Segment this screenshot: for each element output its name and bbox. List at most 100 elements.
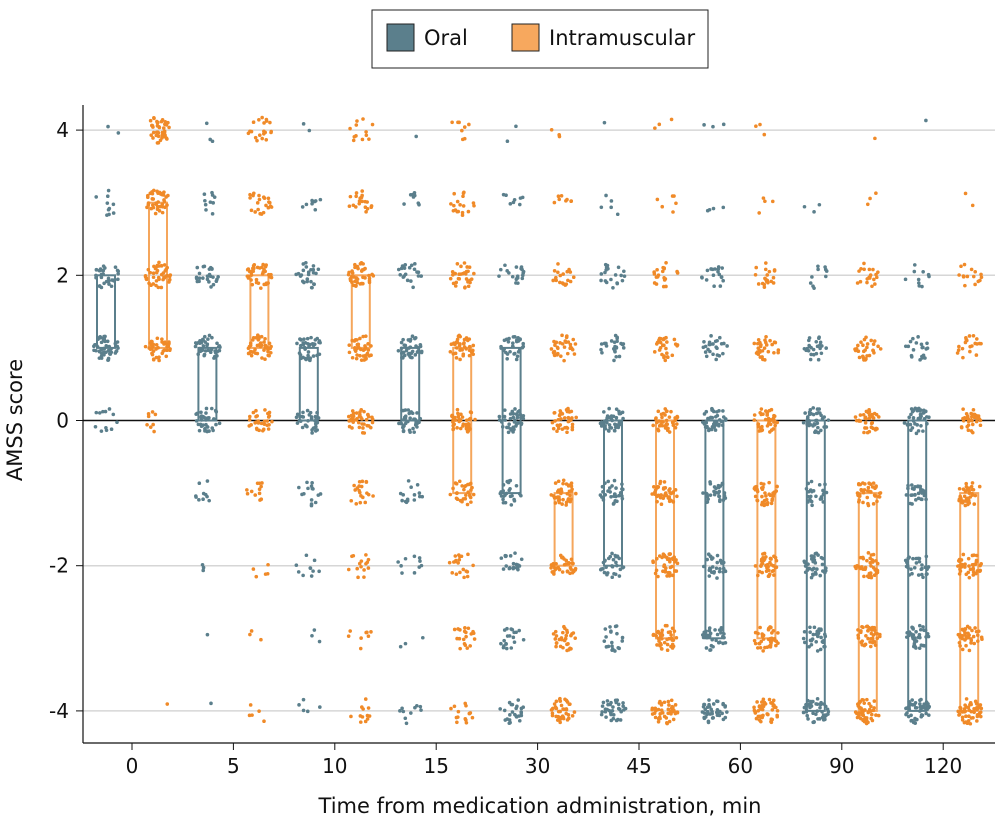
data-point-intramuscular <box>956 348 961 352</box>
data-point-oral <box>403 716 408 721</box>
data-point-oral <box>295 341 299 346</box>
data-point-oral <box>304 553 309 558</box>
data-point-intramuscular <box>669 491 673 496</box>
data-point-intramuscular <box>878 347 883 351</box>
data-point-oral <box>601 700 606 705</box>
data-point-oral <box>514 277 519 282</box>
data-point-oral <box>810 503 814 508</box>
data-point-oral <box>305 408 310 413</box>
data-point-oral <box>508 416 513 421</box>
data-point-oral <box>499 420 504 424</box>
data-point-intramuscular <box>364 417 369 422</box>
data-point-intramuscular <box>269 205 274 209</box>
data-point-oral <box>823 704 828 709</box>
data-point-intramuscular <box>771 698 776 703</box>
data-point-oral <box>704 354 709 359</box>
data-point-intramuscular <box>361 334 365 339</box>
data-point-intramuscular <box>970 422 975 427</box>
data-point-intramuscular <box>871 426 875 431</box>
data-point-intramuscular <box>665 648 670 653</box>
data-point-intramuscular <box>659 493 663 497</box>
data-point-oral <box>502 494 506 498</box>
data-point-intramuscular <box>861 556 866 561</box>
data-point-oral <box>615 499 619 504</box>
data-point-oral <box>408 337 413 342</box>
data-point-intramuscular <box>872 699 877 703</box>
data-point-oral <box>719 275 724 280</box>
data-point-oral <box>717 569 722 574</box>
data-point-oral <box>616 265 621 270</box>
data-point-intramuscular <box>864 716 869 720</box>
data-point-oral <box>708 342 713 347</box>
data-point-intramuscular <box>266 196 271 201</box>
data-point-oral <box>721 566 726 571</box>
data-point-intramuscular <box>764 569 769 573</box>
data-point-oral <box>214 422 218 427</box>
data-point-intramuscular <box>366 706 371 710</box>
data-point-oral <box>903 344 908 349</box>
data-point-oral <box>606 702 610 707</box>
data-point-intramuscular <box>569 567 573 571</box>
data-point-intramuscular <box>161 126 166 130</box>
data-point-intramuscular <box>653 126 657 130</box>
data-point-intramuscular <box>155 120 160 125</box>
data-point-intramuscular <box>763 277 768 281</box>
data-point-intramuscular <box>775 420 780 425</box>
data-point-intramuscular <box>565 642 569 647</box>
data-point-oral <box>309 498 314 502</box>
data-point-oral <box>718 499 722 504</box>
data-point-intramuscular <box>255 414 259 418</box>
data-point-intramuscular <box>864 416 868 421</box>
data-point-intramuscular <box>558 412 562 417</box>
data-point-intramuscular <box>367 354 372 358</box>
data-point-oral <box>514 715 519 719</box>
data-point-oral <box>599 205 604 210</box>
data-point-intramuscular <box>556 426 561 431</box>
data-point-oral <box>306 486 310 491</box>
data-point-oral <box>198 349 203 354</box>
data-point-oral <box>920 356 925 360</box>
data-point-intramuscular <box>254 335 258 340</box>
data-point-intramuscular <box>874 272 878 277</box>
data-point-intramuscular <box>570 416 574 420</box>
data-point-intramuscular <box>670 420 675 425</box>
data-point-oral <box>921 429 925 433</box>
data-point-intramuscular <box>148 425 153 429</box>
data-point-intramuscular <box>466 552 470 557</box>
data-point-oral <box>802 204 807 209</box>
data-point-oral <box>817 717 822 721</box>
data-point-intramuscular <box>870 628 874 632</box>
data-point-intramuscular <box>249 489 254 494</box>
data-point-intramuscular <box>556 709 561 714</box>
data-point-oral <box>923 409 928 414</box>
data-point-intramuscular <box>350 426 354 430</box>
data-point-intramuscular <box>771 281 776 285</box>
data-point-oral <box>621 416 625 421</box>
data-point-oral <box>300 492 304 497</box>
data-point-intramuscular <box>668 565 673 570</box>
data-point-intramuscular <box>569 481 574 486</box>
data-point-intramuscular <box>164 354 169 359</box>
data-point-oral <box>201 565 206 570</box>
data-point-intramuscular <box>356 420 361 425</box>
data-point-oral <box>309 335 313 340</box>
data-point-oral <box>610 640 614 645</box>
data-point-oral <box>403 263 408 267</box>
data-point-oral <box>511 425 516 430</box>
data-point-oral <box>911 419 916 423</box>
data-point-intramuscular <box>753 641 758 646</box>
data-point-intramuscular <box>964 484 969 489</box>
data-point-oral <box>704 500 709 505</box>
data-point-oral <box>609 205 613 210</box>
data-point-intramuscular <box>262 419 267 424</box>
data-point-intramuscular <box>659 422 663 427</box>
data-point-intramuscular <box>455 491 459 496</box>
data-point-oral <box>211 282 216 287</box>
data-point-intramuscular <box>772 573 776 577</box>
data-point-oral <box>498 707 502 711</box>
data-point-oral <box>114 349 119 353</box>
data-point-oral <box>601 567 605 571</box>
data-point-intramuscular <box>664 566 668 570</box>
data-point-oral <box>415 483 420 487</box>
data-point-oral <box>915 423 920 427</box>
